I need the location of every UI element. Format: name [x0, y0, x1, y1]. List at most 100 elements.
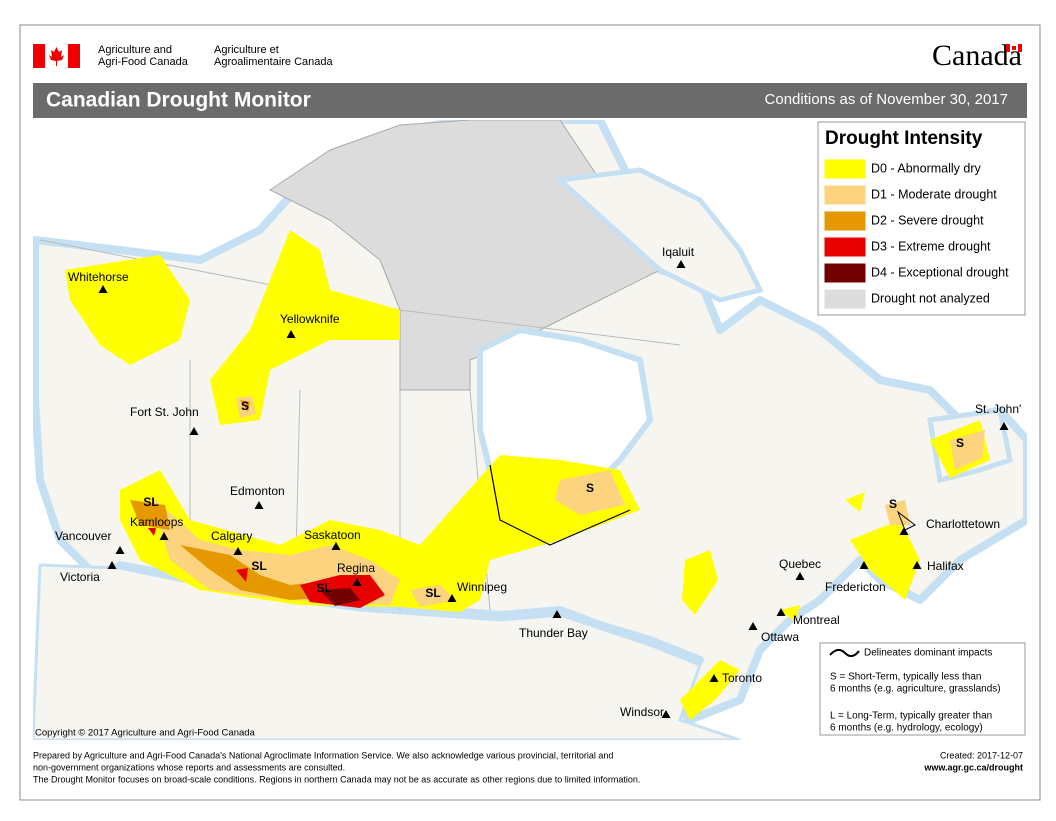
footer-note: Prepared by Agriculture and Agri-Food Ca… — [33, 750, 613, 760]
copyright: Copyright © 2017 Agriculture and Agri-Fo… — [35, 728, 256, 739]
short-term: 6 months (e.g. agriculture, grasslands) — [830, 684, 1001, 695]
city-marker — [159, 532, 169, 540]
legend-swatch — [824, 211, 866, 231]
city: Toronto — [709, 671, 762, 685]
city: Ottawa — [748, 622, 799, 644]
impact-legend-box — [819, 642, 1026, 736]
agency-fr: Agriculture et — [214, 44, 279, 56]
city: Charlottetown — [899, 517, 1000, 535]
city-label: Quebec — [779, 557, 821, 571]
city-marker — [552, 610, 562, 618]
city-marker — [98, 285, 108, 293]
city-marker — [709, 674, 719, 682]
city: Fredericton — [825, 561, 886, 594]
legend-items: D0 - Abnormally dry D1 - Moderate drought… — [824, 159, 1009, 309]
city: Iqaluit — [662, 245, 695, 268]
legend-label: Drought not analyzed — [871, 291, 990, 305]
city-label: St. John' — [975, 402, 1021, 416]
city-label: Toronto — [722, 671, 762, 685]
city: St. John' — [975, 402, 1021, 430]
city-label: Winnipeg — [457, 580, 507, 594]
legend-swatch — [824, 289, 866, 309]
city: Yellowknife — [280, 312, 340, 338]
city: Victoria — [60, 561, 117, 584]
city-label: Fort St. John — [130, 405, 199, 419]
city-label: Thunder Bay — [519, 626, 588, 640]
city: Vancouver — [55, 529, 125, 554]
impact-label: S — [956, 436, 964, 450]
city-marker — [352, 578, 362, 586]
legend-swatch — [824, 263, 866, 283]
city: Thunder Bay — [519, 610, 588, 640]
title: Canadian Drought Monitor — [46, 89, 311, 112]
city: Calgary — [211, 529, 252, 555]
long-term: 6 months (e.g. hydrology, ecology) — [830, 723, 983, 734]
city: Edmonton — [230, 484, 285, 509]
city: Montreal — [776, 608, 840, 627]
city-marker — [661, 710, 671, 718]
long-term: L = Long-Term, typically greater than — [830, 711, 992, 722]
impact-line-label: Delineates dominant impacts — [864, 648, 992, 659]
impact-line-symbol — [829, 649, 860, 657]
city-label: Edmonton — [230, 484, 285, 498]
city-marker — [115, 546, 125, 554]
city-label: Montreal — [793, 613, 840, 627]
legend-label: D3 - Extreme drought — [871, 239, 991, 253]
agency-en: Agriculture and — [98, 44, 172, 56]
city: Winnipeg — [447, 580, 507, 602]
city-marker — [795, 572, 805, 580]
city-label: Fredericton — [825, 580, 886, 594]
city-label: Charlottetown — [926, 517, 1000, 531]
city-marker — [107, 561, 117, 569]
city-label: Saskatoon — [304, 528, 361, 542]
legend-swatch — [824, 185, 866, 205]
agency-fr: Agroalimentaire Canada — [214, 56, 334, 68]
legend-label: D2 - Severe drought — [871, 213, 984, 227]
wordmark-flag — [1006, 44, 1022, 52]
impact-labels: S SL SL SL SL S S S — [143, 399, 964, 600]
city-label: Whitehorse — [68, 270, 129, 284]
city-label: Regina — [337, 561, 375, 575]
impact-label: SL — [143, 495, 158, 509]
conditions-date: Conditions as of November 30, 2017 — [765, 91, 1008, 108]
impact-label: SL — [425, 586, 440, 600]
agency-logo — [33, 44, 80, 68]
city-label: Calgary — [211, 529, 252, 543]
city-marker — [331, 542, 341, 550]
impact-label: SL — [316, 581, 331, 595]
city-label: Vancouver — [55, 529, 111, 543]
city-label: Ottawa — [761, 630, 799, 644]
city: Halifax — [912, 559, 964, 573]
city: Kamloops — [130, 515, 183, 540]
city-label: Kamloops — [130, 515, 183, 529]
footer-note: non-government organizations whose repor… — [33, 762, 345, 772]
legend-swatch — [824, 159, 866, 179]
city-marker — [254, 501, 264, 509]
legend-label: D1 - Moderate drought — [871, 187, 997, 201]
city: Saskatoon — [304, 528, 361, 550]
city-marker — [859, 561, 869, 569]
city-marker — [676, 260, 686, 268]
city: Whitehorse — [68, 270, 129, 293]
city-label: Iqaluit — [662, 245, 695, 259]
city-marker — [999, 422, 1009, 430]
created-date: Created: 2017-12-07 — [940, 750, 1023, 760]
legend-label: D0 - Abnormally dry — [871, 161, 982, 175]
wordmark: Canada — [932, 39, 1022, 72]
title-bar — [33, 83, 1027, 118]
city-marker — [776, 608, 786, 616]
city-label: Windsor — [620, 705, 664, 719]
city-label: Yellowknife — [280, 312, 340, 326]
city: Quebec — [779, 557, 821, 580]
cities: Whitehorse Yellowknife Iqaluit Fort St. … — [55, 245, 1021, 719]
footer-note: The Drought Monitor focuses on broad-sca… — [33, 774, 640, 784]
city: Windsor — [620, 705, 671, 719]
agency-en: Agri-Food Canada — [98, 56, 189, 68]
impact-label: S — [241, 399, 249, 413]
city: Fort St. John — [130, 405, 199, 435]
city-label: Victoria — [60, 570, 100, 584]
city-marker — [748, 622, 758, 630]
city-marker — [233, 547, 243, 555]
city: Regina — [337, 561, 375, 586]
